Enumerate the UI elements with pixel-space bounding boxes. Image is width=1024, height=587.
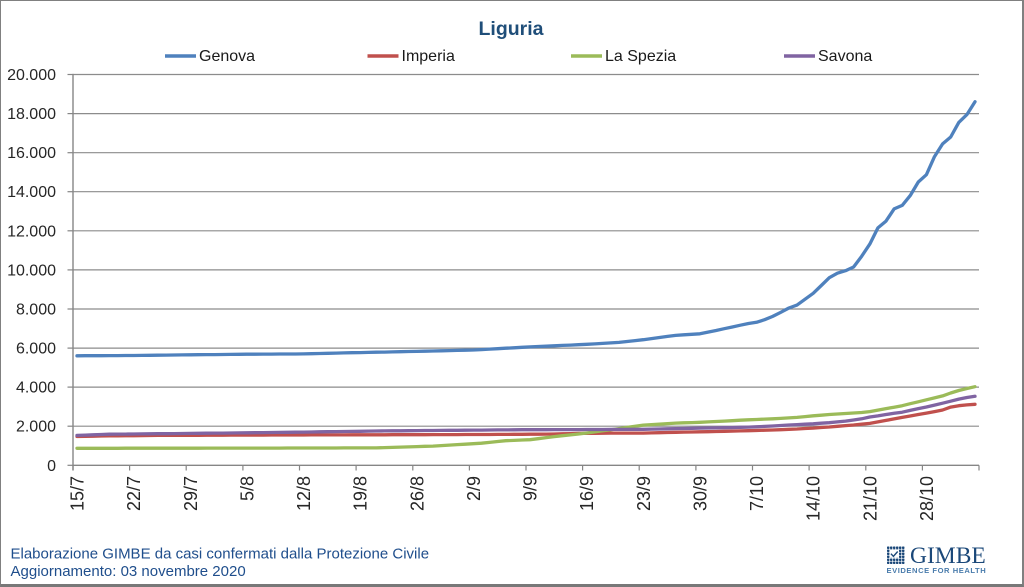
svg-text:EVIDENCE FOR HEALTH: EVIDENCE FOR HEALTH (887, 566, 987, 575)
svg-text:12/8: 12/8 (294, 476, 314, 511)
svg-text:La Spezia: La Spezia (605, 48, 676, 65)
svg-text:2.000: 2.000 (16, 419, 56, 436)
svg-text:16/9: 16/9 (577, 476, 597, 511)
svg-text:23/9: 23/9 (634, 476, 654, 511)
svg-text:12.000: 12.000 (7, 223, 56, 240)
svg-text:18.000: 18.000 (7, 106, 56, 123)
svg-text:15/7: 15/7 (68, 476, 88, 511)
svg-text:4.000: 4.000 (16, 380, 56, 397)
svg-text:Elaborazione GIMBE da casi con: Elaborazione GIMBE da casi confermati da… (11, 546, 430, 563)
svg-text:28/10: 28/10 (917, 476, 937, 521)
svg-text:26/8: 26/8 (407, 476, 427, 511)
svg-text:14.000: 14.000 (7, 184, 56, 201)
svg-text:22/7: 22/7 (124, 476, 144, 511)
svg-text:19/8: 19/8 (351, 476, 371, 511)
svg-text:Liguria: Liguria (478, 18, 543, 40)
svg-text:Savona: Savona (818, 48, 872, 65)
svg-text:2/9: 2/9 (464, 476, 484, 501)
svg-text:0: 0 (47, 458, 56, 475)
svg-text:14/10: 14/10 (804, 476, 824, 521)
svg-text:16.000: 16.000 (7, 145, 56, 162)
svg-text:30/9: 30/9 (690, 476, 710, 511)
svg-text:21/10: 21/10 (860, 476, 880, 521)
svg-text:8.000: 8.000 (16, 302, 56, 319)
svg-text:Aggiornamento: 03 novembre 202: Aggiornamento: 03 novembre 2020 (11, 563, 246, 580)
svg-text:Imperia: Imperia (402, 48, 455, 65)
svg-text:29/7: 29/7 (181, 476, 201, 511)
svg-text:20.000: 20.000 (7, 67, 56, 84)
svg-text:9/9: 9/9 (521, 476, 541, 501)
svg-text:7/10: 7/10 (747, 476, 767, 511)
svg-text:Genova: Genova (199, 48, 255, 65)
svg-text:5/8: 5/8 (237, 476, 257, 501)
svg-text:GIMBE: GIMBE (910, 543, 986, 569)
svg-text:6.000: 6.000 (16, 341, 56, 358)
svg-text:10.000: 10.000 (7, 262, 56, 279)
